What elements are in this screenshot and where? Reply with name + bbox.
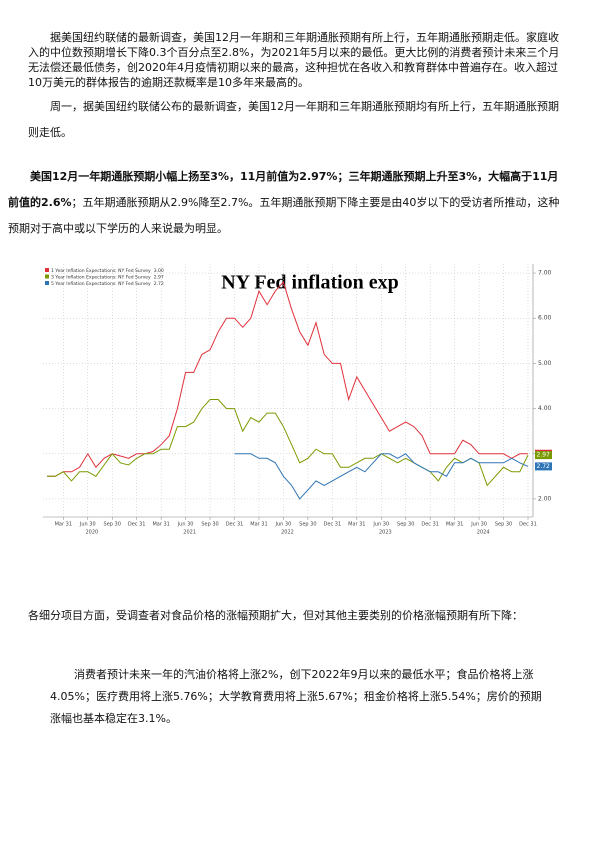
x-tick-label: Mar 31 bbox=[250, 522, 267, 528]
legend-swatch bbox=[45, 281, 49, 285]
x-tick-label: Jun 30 bbox=[275, 522, 292, 528]
legend-entry: 3 Year Inflation Expectations: NY Fed Su… bbox=[51, 274, 164, 280]
x-tick-label: Dec 31 bbox=[128, 522, 146, 528]
legend-name: 5 Year Inflation Expectations: NY Fed Su… bbox=[51, 281, 151, 287]
year-label: 2021 bbox=[183, 530, 196, 536]
series-line bbox=[47, 399, 529, 487]
x-tick-label: Dec 31 bbox=[226, 522, 244, 528]
year-label: 2023 bbox=[379, 530, 392, 536]
legend-swatch bbox=[45, 274, 49, 279]
y-tick-label: 6.00 bbox=[538, 315, 552, 322]
paragraph: 消费者预计未来一年的汽油价格将上涨2%，创下2022年9月以来的最低水平；食品价… bbox=[50, 668, 542, 725]
x-tick-label: Mar 31 bbox=[152, 522, 169, 528]
chart: NY Fed inflation exp 2.00 3.00 4.00 5.00 6.0… bbox=[38, 262, 558, 542]
x-tick-label: Jun 30 bbox=[177, 522, 194, 528]
year-label: 2022 bbox=[281, 530, 294, 536]
paragraph: 美国12月一年期通胀预期小幅上扬至3%，11月前值为2.97%；三年期通胀预期上… bbox=[8, 164, 563, 242]
x-tick-label: Sep 30 bbox=[201, 522, 218, 528]
year-label: 2024 bbox=[477, 530, 490, 536]
x-tick-label: Mar 31 bbox=[446, 522, 463, 528]
text: ；五年期通胀预期从2.9%降至2.7%。五年期通胀预期下降主要是由40岁以下的受… bbox=[8, 196, 560, 235]
paragraph: 周一，据美国纽约联储公布的最新调查，美国12月一年期和三年期通胀预期均有所上行，… bbox=[28, 100, 559, 139]
value-label: 2.72 bbox=[537, 463, 551, 470]
y-tick-label: 5.00 bbox=[538, 360, 552, 367]
value-label: 2.97 bbox=[537, 452, 551, 459]
legend-name: 1 Year Inflation Expectations: NY Fed Su… bbox=[51, 268, 151, 274]
x-tick-label: Dec 31 bbox=[519, 522, 537, 528]
x-tick-label: Mar 31 bbox=[348, 522, 365, 528]
x-tick-label: Jun 30 bbox=[470, 522, 487, 528]
x-tick-label: Sep 30 bbox=[495, 522, 512, 528]
year-label: 2020 bbox=[85, 530, 98, 536]
x-tick-label: Sep 30 bbox=[299, 522, 316, 528]
x-tick-label: Sep 30 bbox=[397, 522, 414, 528]
value-label-box bbox=[535, 451, 552, 460]
series-line bbox=[47, 281, 528, 477]
chart-bg bbox=[38, 262, 558, 542]
legend-value: 3.00 bbox=[154, 268, 164, 274]
y-tick-label: 2.00 bbox=[538, 495, 552, 502]
bold-text: 美国12月一年期通胀预期小幅上扬至3%，11月前值为2.97%；三年期通胀预期上… bbox=[8, 170, 559, 209]
x-tick-label: Dec 31 bbox=[421, 522, 439, 528]
paragraph: 据美国纽约联储的最新调查，美国12月一年期和三年期通胀预期有所上行，五年期通胀预… bbox=[28, 31, 560, 89]
y-tick-label: 7.00 bbox=[538, 270, 552, 277]
paragraph: 各细分项目方面，受调查者对食品价格的涨幅预期扩大，但对其他主要类别的价格涨幅预期… bbox=[28, 609, 523, 622]
legend-entry: 5 Year Inflation Expectations: NY Fed Su… bbox=[51, 281, 164, 287]
legend-name: 3 Year Inflation Expectations: NY Fed Su… bbox=[51, 274, 151, 280]
x-tick-label: Dec 31 bbox=[324, 522, 342, 528]
x-tick-label: Jun 30 bbox=[372, 522, 389, 528]
series-line bbox=[234, 453, 529, 500]
x-tick-label: Mar 31 bbox=[55, 522, 72, 528]
legend-entry: 1 Year Inflation Expectations: NY Fed Su… bbox=[51, 268, 164, 274]
x-tick-label: Jun 30 bbox=[79, 522, 96, 528]
legend-value: 2.72 bbox=[154, 281, 164, 287]
legend-swatch bbox=[45, 268, 49, 272]
legend-value: 2.97 bbox=[154, 274, 164, 280]
value-label-box bbox=[535, 462, 552, 471]
x-tick-label: Sep 30 bbox=[104, 522, 121, 528]
chart-title: NY Fed inflation exp bbox=[221, 272, 399, 294]
y-tick-label: 4.00 bbox=[538, 405, 552, 412]
